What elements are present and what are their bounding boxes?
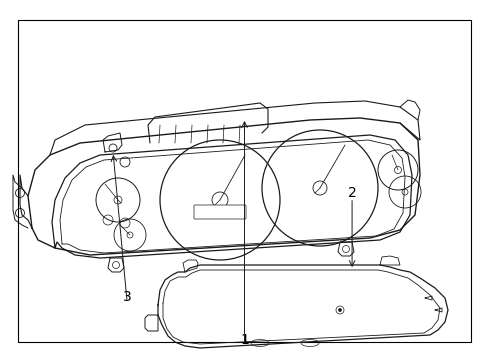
Text: 3: 3 xyxy=(122,290,131,304)
Text: 1: 1 xyxy=(240,333,248,347)
Text: 2: 2 xyxy=(347,186,356,200)
Circle shape xyxy=(338,309,341,311)
FancyBboxPatch shape xyxy=(194,205,245,219)
Bar xyxy=(18,20,470,342)
